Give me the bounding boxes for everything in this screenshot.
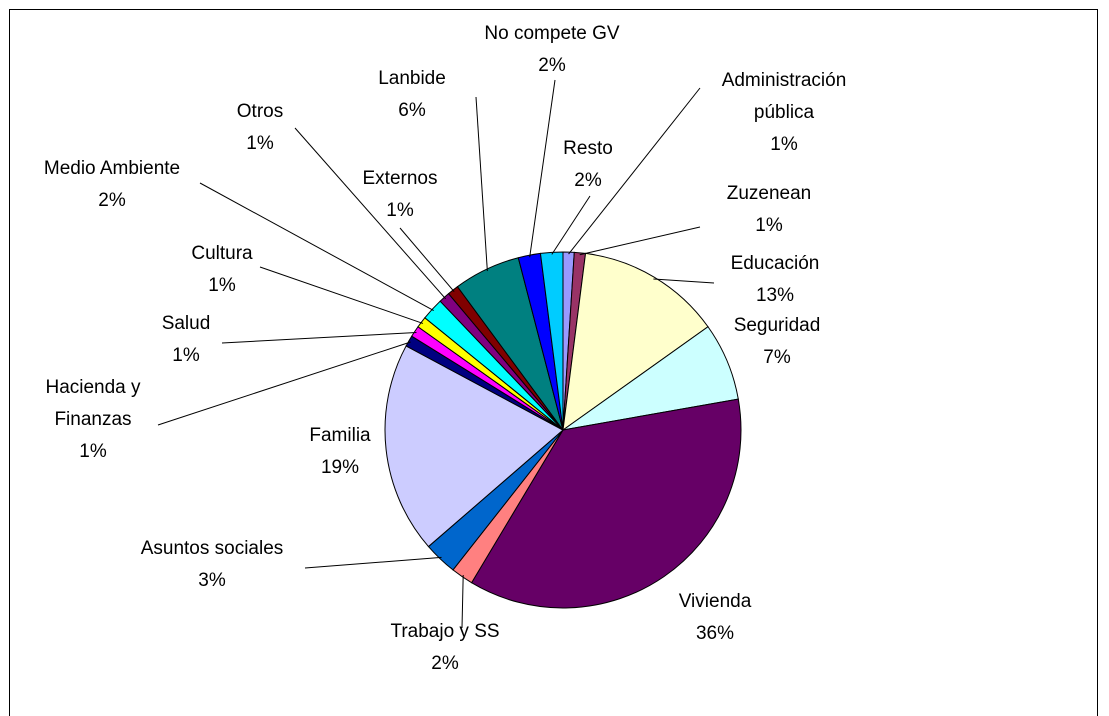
slice-label: Zuzenean 1% xyxy=(727,178,812,242)
slice-percent: 1% xyxy=(79,441,107,462)
slice-name: Salud xyxy=(161,313,211,334)
slice-label: Externos 1% xyxy=(363,163,438,227)
slice-percent: 1% xyxy=(770,134,798,155)
pie-slice xyxy=(539,251,564,431)
slice-name: Trabajo y SS xyxy=(390,621,500,642)
leader-line xyxy=(259,266,424,324)
slice-percent: 3% xyxy=(198,570,226,591)
slice-percent: 2% xyxy=(574,170,602,191)
slice-label: Medio Ambiente 2% xyxy=(44,153,180,217)
leader-line xyxy=(568,87,701,255)
slice-name: Otros xyxy=(236,101,284,122)
slice-percent: 1% xyxy=(208,275,236,296)
leader-line xyxy=(475,96,488,272)
pie-slice xyxy=(562,252,709,432)
leader-line xyxy=(399,227,455,292)
slice-percent: 13% xyxy=(755,285,795,306)
slice-percent: 1% xyxy=(386,200,414,221)
slice-name: Cultura xyxy=(191,243,253,264)
leader-line xyxy=(294,127,447,300)
leader-line xyxy=(157,341,411,426)
slice-label: Familia 19% xyxy=(309,420,370,484)
pie-slice xyxy=(470,398,742,609)
leader-line xyxy=(551,195,591,255)
slice-name: Seguridad xyxy=(733,315,821,336)
slice-name: Lanbide xyxy=(378,68,446,89)
slice-name: No compete GV xyxy=(484,23,620,44)
slice-label: Cultura 1% xyxy=(191,238,252,302)
slice-name: Zuzenean xyxy=(726,183,812,204)
slice-label: Hacienda y Finanzas 1% xyxy=(33,372,153,468)
slice-label: Salud 1% xyxy=(162,308,211,372)
slice-name: Medio Ambiente xyxy=(43,158,181,179)
slice-percent: 1% xyxy=(172,345,200,366)
leader-line xyxy=(653,278,715,284)
slice-percent: 7% xyxy=(763,347,791,368)
slice-label: Otros 1% xyxy=(237,96,283,160)
slice-label: Trabajo y SS 2% xyxy=(390,616,499,680)
slice-percent: 36% xyxy=(695,623,735,644)
slice-name: Resto xyxy=(563,138,613,159)
leader-line xyxy=(304,556,442,569)
slice-percent: 2% xyxy=(431,653,459,674)
leader-line xyxy=(199,182,434,312)
leader-line xyxy=(461,574,464,629)
slice-label: No compete GV 2% xyxy=(484,18,619,82)
slice-label: Seguridad 7% xyxy=(734,310,821,374)
leader-line xyxy=(529,79,556,258)
slice-name: Vivienda xyxy=(678,591,752,612)
slice-name: Familia xyxy=(309,425,371,446)
slice-percent: 2% xyxy=(538,55,566,76)
leader-line xyxy=(579,226,701,256)
slice-label: Lanbide 6% xyxy=(378,63,446,127)
slice-percent: 1% xyxy=(246,133,274,154)
leader-line xyxy=(221,332,417,344)
pie-slice xyxy=(384,345,564,548)
slice-label: Educación 13% xyxy=(731,248,820,312)
slice-percent: 19% xyxy=(320,457,360,478)
slice-label: Administración pública 1% xyxy=(704,65,864,161)
slice-label: Resto 2% xyxy=(563,133,613,197)
slice-name: Educación xyxy=(730,253,820,274)
slice-percent: 6% xyxy=(398,100,426,121)
slice-name: Hacienda y Finanzas xyxy=(45,377,141,430)
slice-percent: 1% xyxy=(755,215,783,236)
slice-label: Vivienda 36% xyxy=(679,586,752,650)
slice-name: Administración pública xyxy=(721,70,847,123)
slice-percent: 2% xyxy=(98,190,126,211)
slice-name: Externos xyxy=(362,168,438,189)
slice-name: Asuntos sociales xyxy=(140,538,284,559)
slice-label: Asuntos sociales 3% xyxy=(141,533,284,597)
